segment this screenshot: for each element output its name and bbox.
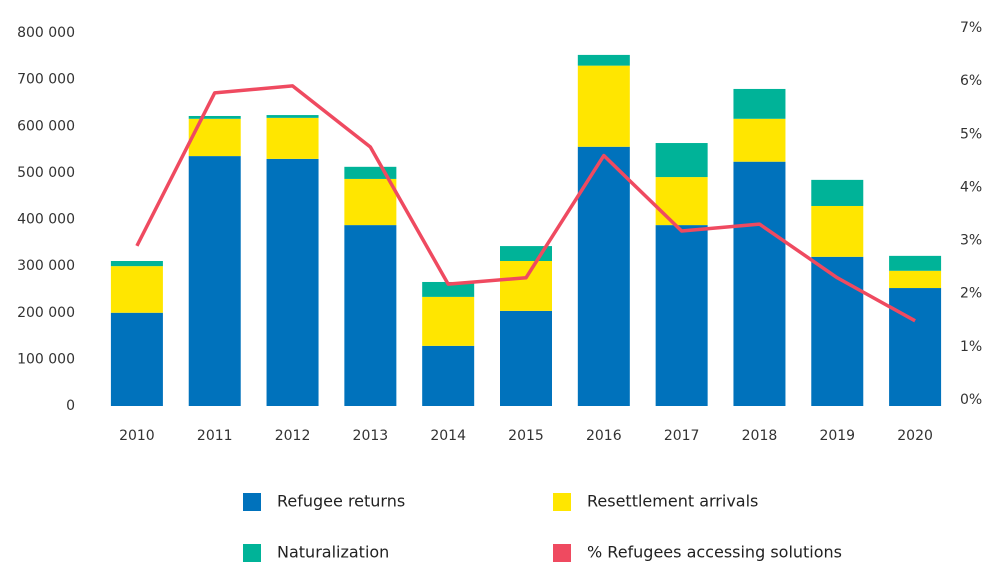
x-tick-label: 2020	[897, 428, 933, 444]
bar-segment	[110, 312, 163, 406]
y-tick-label: 600 000	[17, 118, 75, 134]
y2-tick-label: 3%	[960, 233, 982, 249]
y2-tick-label: 4%	[960, 179, 982, 195]
bar-segment	[577, 54, 630, 66]
x-tick-label: 2011	[197, 428, 233, 444]
x-tick-label: 2017	[664, 428, 700, 444]
bar-segment	[188, 115, 241, 119]
y2-tick-label: 2%	[960, 286, 982, 302]
y-tick-label: 0	[66, 398, 75, 414]
bar-segment	[811, 205, 864, 257]
bar-segment	[733, 118, 786, 162]
y2-tick-label: 1%	[960, 339, 982, 355]
bar-segment	[422, 296, 475, 346]
y-tick-label: 700 000	[17, 72, 75, 88]
bar-segment	[733, 161, 786, 406]
y-tick-label: 400 000	[17, 212, 75, 228]
bar-segment	[655, 177, 708, 226]
bar-segment	[577, 65, 630, 147]
bar-segment	[733, 88, 786, 119]
bar-segment	[577, 146, 630, 406]
bar-segment	[188, 156, 241, 406]
x-tick-label: 2015	[508, 428, 544, 444]
y-tick-label: 300 000	[17, 258, 75, 274]
x-tick-label: 2016	[586, 428, 622, 444]
bar-segment	[655, 143, 708, 178]
bar-segment	[110, 260, 163, 267]
legend-label: Resettlement arrivals	[587, 492, 758, 511]
x-tick-label: 2013	[353, 428, 389, 444]
bar-segment	[811, 179, 864, 206]
x-tick-label: 2014	[430, 428, 466, 444]
y-tick-label: 200 000	[17, 305, 75, 321]
bar-segment	[344, 225, 397, 406]
legend-label: Naturalization	[277, 543, 389, 562]
y2-tick-label: 5%	[960, 126, 982, 142]
bar-segment	[266, 115, 319, 118]
x-tick-label: 2010	[119, 428, 155, 444]
x-tick-label: 2019	[819, 428, 855, 444]
x-tick-label: 2018	[742, 428, 778, 444]
y-tick-label: 500 000	[17, 165, 75, 181]
y2-tick-label: 6%	[960, 73, 982, 89]
bar-segment	[188, 118, 241, 157]
bar-segment	[266, 117, 319, 159]
bar-segment	[422, 345, 475, 406]
bar-segment	[889, 255, 942, 271]
y2-tick-label: 7%	[960, 20, 982, 36]
bar-segment	[110, 266, 163, 313]
bar-segment	[500, 310, 552, 406]
legend-swatch	[243, 544, 261, 562]
legend-label: Refugee returns	[277, 492, 405, 511]
y2-tick-label: 0%	[960, 392, 982, 408]
bar-segment	[811, 256, 864, 406]
y-tick-label: 100 000	[17, 351, 75, 367]
x-tick-label: 2012	[275, 428, 311, 444]
bar-segment	[500, 260, 552, 311]
legend-swatch	[553, 544, 571, 562]
legend-swatch	[243, 493, 261, 511]
bar-segment	[422, 281, 475, 297]
legend-label: % Refugees accessing solutions	[587, 543, 842, 562]
bar-segment	[344, 178, 397, 226]
legend-swatch	[553, 493, 571, 511]
bar-segment	[889, 288, 942, 406]
y-tick-label: 800 000	[17, 25, 75, 41]
bar-segment	[889, 270, 942, 289]
bar-segment	[655, 225, 708, 406]
line-series	[135, 84, 916, 323]
bar-segment	[266, 158, 319, 406]
